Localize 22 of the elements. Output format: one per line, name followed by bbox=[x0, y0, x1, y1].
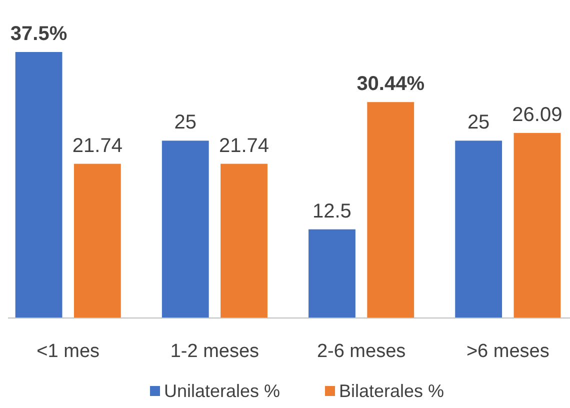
bar bbox=[220, 164, 268, 318]
bar bbox=[455, 140, 502, 318]
legend-label: Bilaterales % bbox=[339, 381, 444, 401]
bar bbox=[367, 102, 414, 318]
data-label: 12.5 bbox=[312, 200, 352, 222]
data-label: 25 bbox=[467, 112, 490, 134]
x-tick-label: 2-6 meses bbox=[316, 341, 406, 362]
x-tick-label: >6 meses bbox=[466, 341, 550, 362]
legend-label: Unilaterales % bbox=[164, 381, 280, 401]
bar bbox=[15, 52, 62, 318]
bar bbox=[162, 140, 209, 318]
data-label: 21.74 bbox=[218, 134, 270, 157]
data-label: 37.5% bbox=[10, 23, 68, 45]
data-label: 21.74 bbox=[72, 134, 122, 157]
bar bbox=[308, 229, 356, 318]
data-label: 26.09 bbox=[512, 104, 562, 126]
bar bbox=[514, 132, 561, 318]
data-label: 30.44% bbox=[356, 73, 425, 96]
data-label: 25 bbox=[174, 112, 197, 134]
x-tick-label: 1-2 meses bbox=[170, 341, 260, 362]
x-tick-label: <1 mes bbox=[36, 341, 100, 362]
bar bbox=[74, 164, 121, 318]
